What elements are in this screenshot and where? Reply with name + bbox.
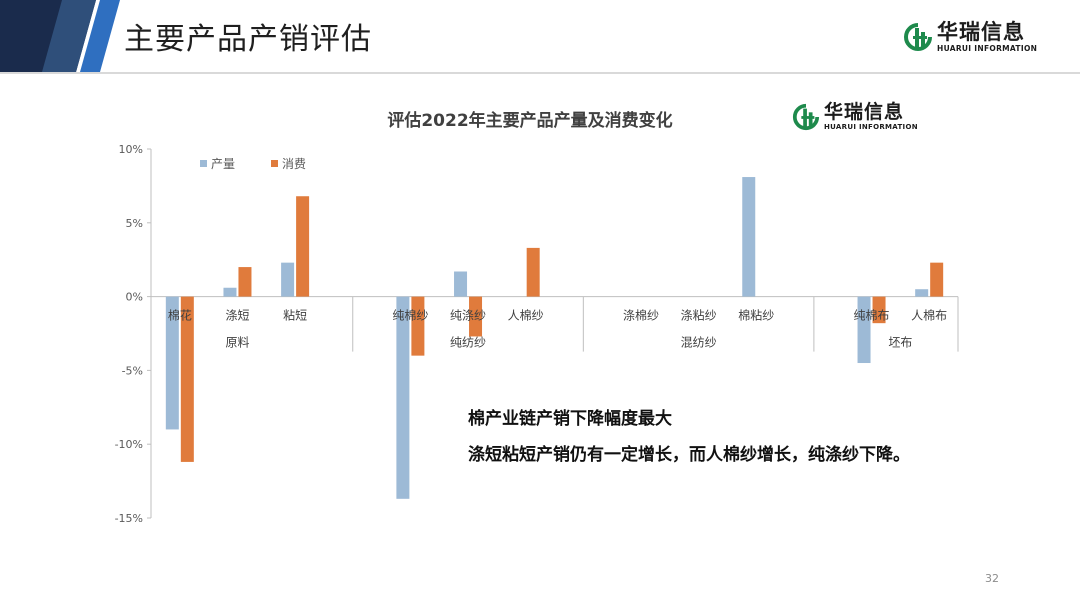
x-category-label: 粘短 xyxy=(283,308,307,323)
note-line-2: 涤短粘短产销仍有一定增长，而人棉纱增长，纯涤纱下降。 xyxy=(468,445,910,465)
y-tick-label: 10% xyxy=(119,143,143,156)
x-category-label: 人棉布 xyxy=(911,309,947,323)
x-category-label: 人棉纱 xyxy=(508,309,544,323)
legend-swatch xyxy=(271,160,278,167)
bar-consumption xyxy=(930,262,944,297)
header-decoration xyxy=(0,0,120,72)
logo-name-en: HUARUI INFORMATION xyxy=(824,123,918,131)
page-title: 主要产品产销评估 xyxy=(124,22,372,57)
x-group-label: 坯布 xyxy=(888,336,912,350)
huarui-logo-icon xyxy=(904,23,932,52)
y-tick-label: 0% xyxy=(126,291,143,304)
bar-production xyxy=(223,287,237,297)
x-category-label: 涤棉纱 xyxy=(623,309,659,323)
bar-production xyxy=(165,296,179,430)
header: 主要产品产销评估 xyxy=(0,0,1080,72)
chart-title: 评估2022年主要产品产量及消费变化 xyxy=(387,111,673,131)
logo-name-cn: 华瑞信息 xyxy=(937,20,1025,44)
bar-consumption xyxy=(469,296,483,337)
logo-name-cn: 华瑞信息 xyxy=(824,101,905,123)
bar-consumption xyxy=(238,267,252,297)
bar-consumption xyxy=(411,296,425,356)
legend-label: 产量 xyxy=(211,157,235,171)
bar-production xyxy=(454,271,468,297)
x-group-label: 混纺纱 xyxy=(681,336,717,350)
bar-production xyxy=(396,296,410,499)
bar-production xyxy=(742,177,756,297)
y-tick-label: -15% xyxy=(115,512,143,525)
bar-consumption xyxy=(296,196,310,297)
chart-logo: 华瑞信息 HUARUI INFORMATION xyxy=(792,103,918,131)
y-tick-label: 5% xyxy=(126,217,143,230)
huarui-logo-icon xyxy=(792,103,820,131)
x-group-label: 纯纺纱 xyxy=(450,336,486,350)
legend-label: 消费 xyxy=(282,157,306,171)
bar-production xyxy=(281,262,295,297)
x-category-label: 棉粘纱 xyxy=(738,308,774,323)
bar-consumption xyxy=(180,296,194,462)
x-category-label: 涤粘纱 xyxy=(681,308,717,323)
x-category-label: 棉花 xyxy=(168,308,192,323)
y-tick-label: -5% xyxy=(122,364,143,377)
x-category-label: 纯棉布 xyxy=(854,309,890,323)
bar-consumption xyxy=(526,247,540,297)
x-group-label: 原料 xyxy=(225,336,249,350)
x-category-label: 纯棉纱 xyxy=(392,309,428,323)
x-category-label: 涤短 xyxy=(225,309,249,323)
y-tick-label: -10% xyxy=(115,438,143,451)
page-number: 32 xyxy=(985,572,999,585)
bar-production xyxy=(915,289,929,297)
logo-name-en: HUARUI INFORMATION xyxy=(937,44,1038,53)
header-divider xyxy=(0,72,1080,74)
bar-consumption xyxy=(872,296,886,324)
note-line-1: 棉产业链产销下降幅度最大 xyxy=(468,409,672,429)
bar-production xyxy=(857,296,871,364)
company-logo: 华瑞信息 HUARUI INFORMATION xyxy=(903,22,1037,53)
legend-swatch xyxy=(200,160,207,167)
x-category-label: 纯涤纱 xyxy=(450,309,486,323)
